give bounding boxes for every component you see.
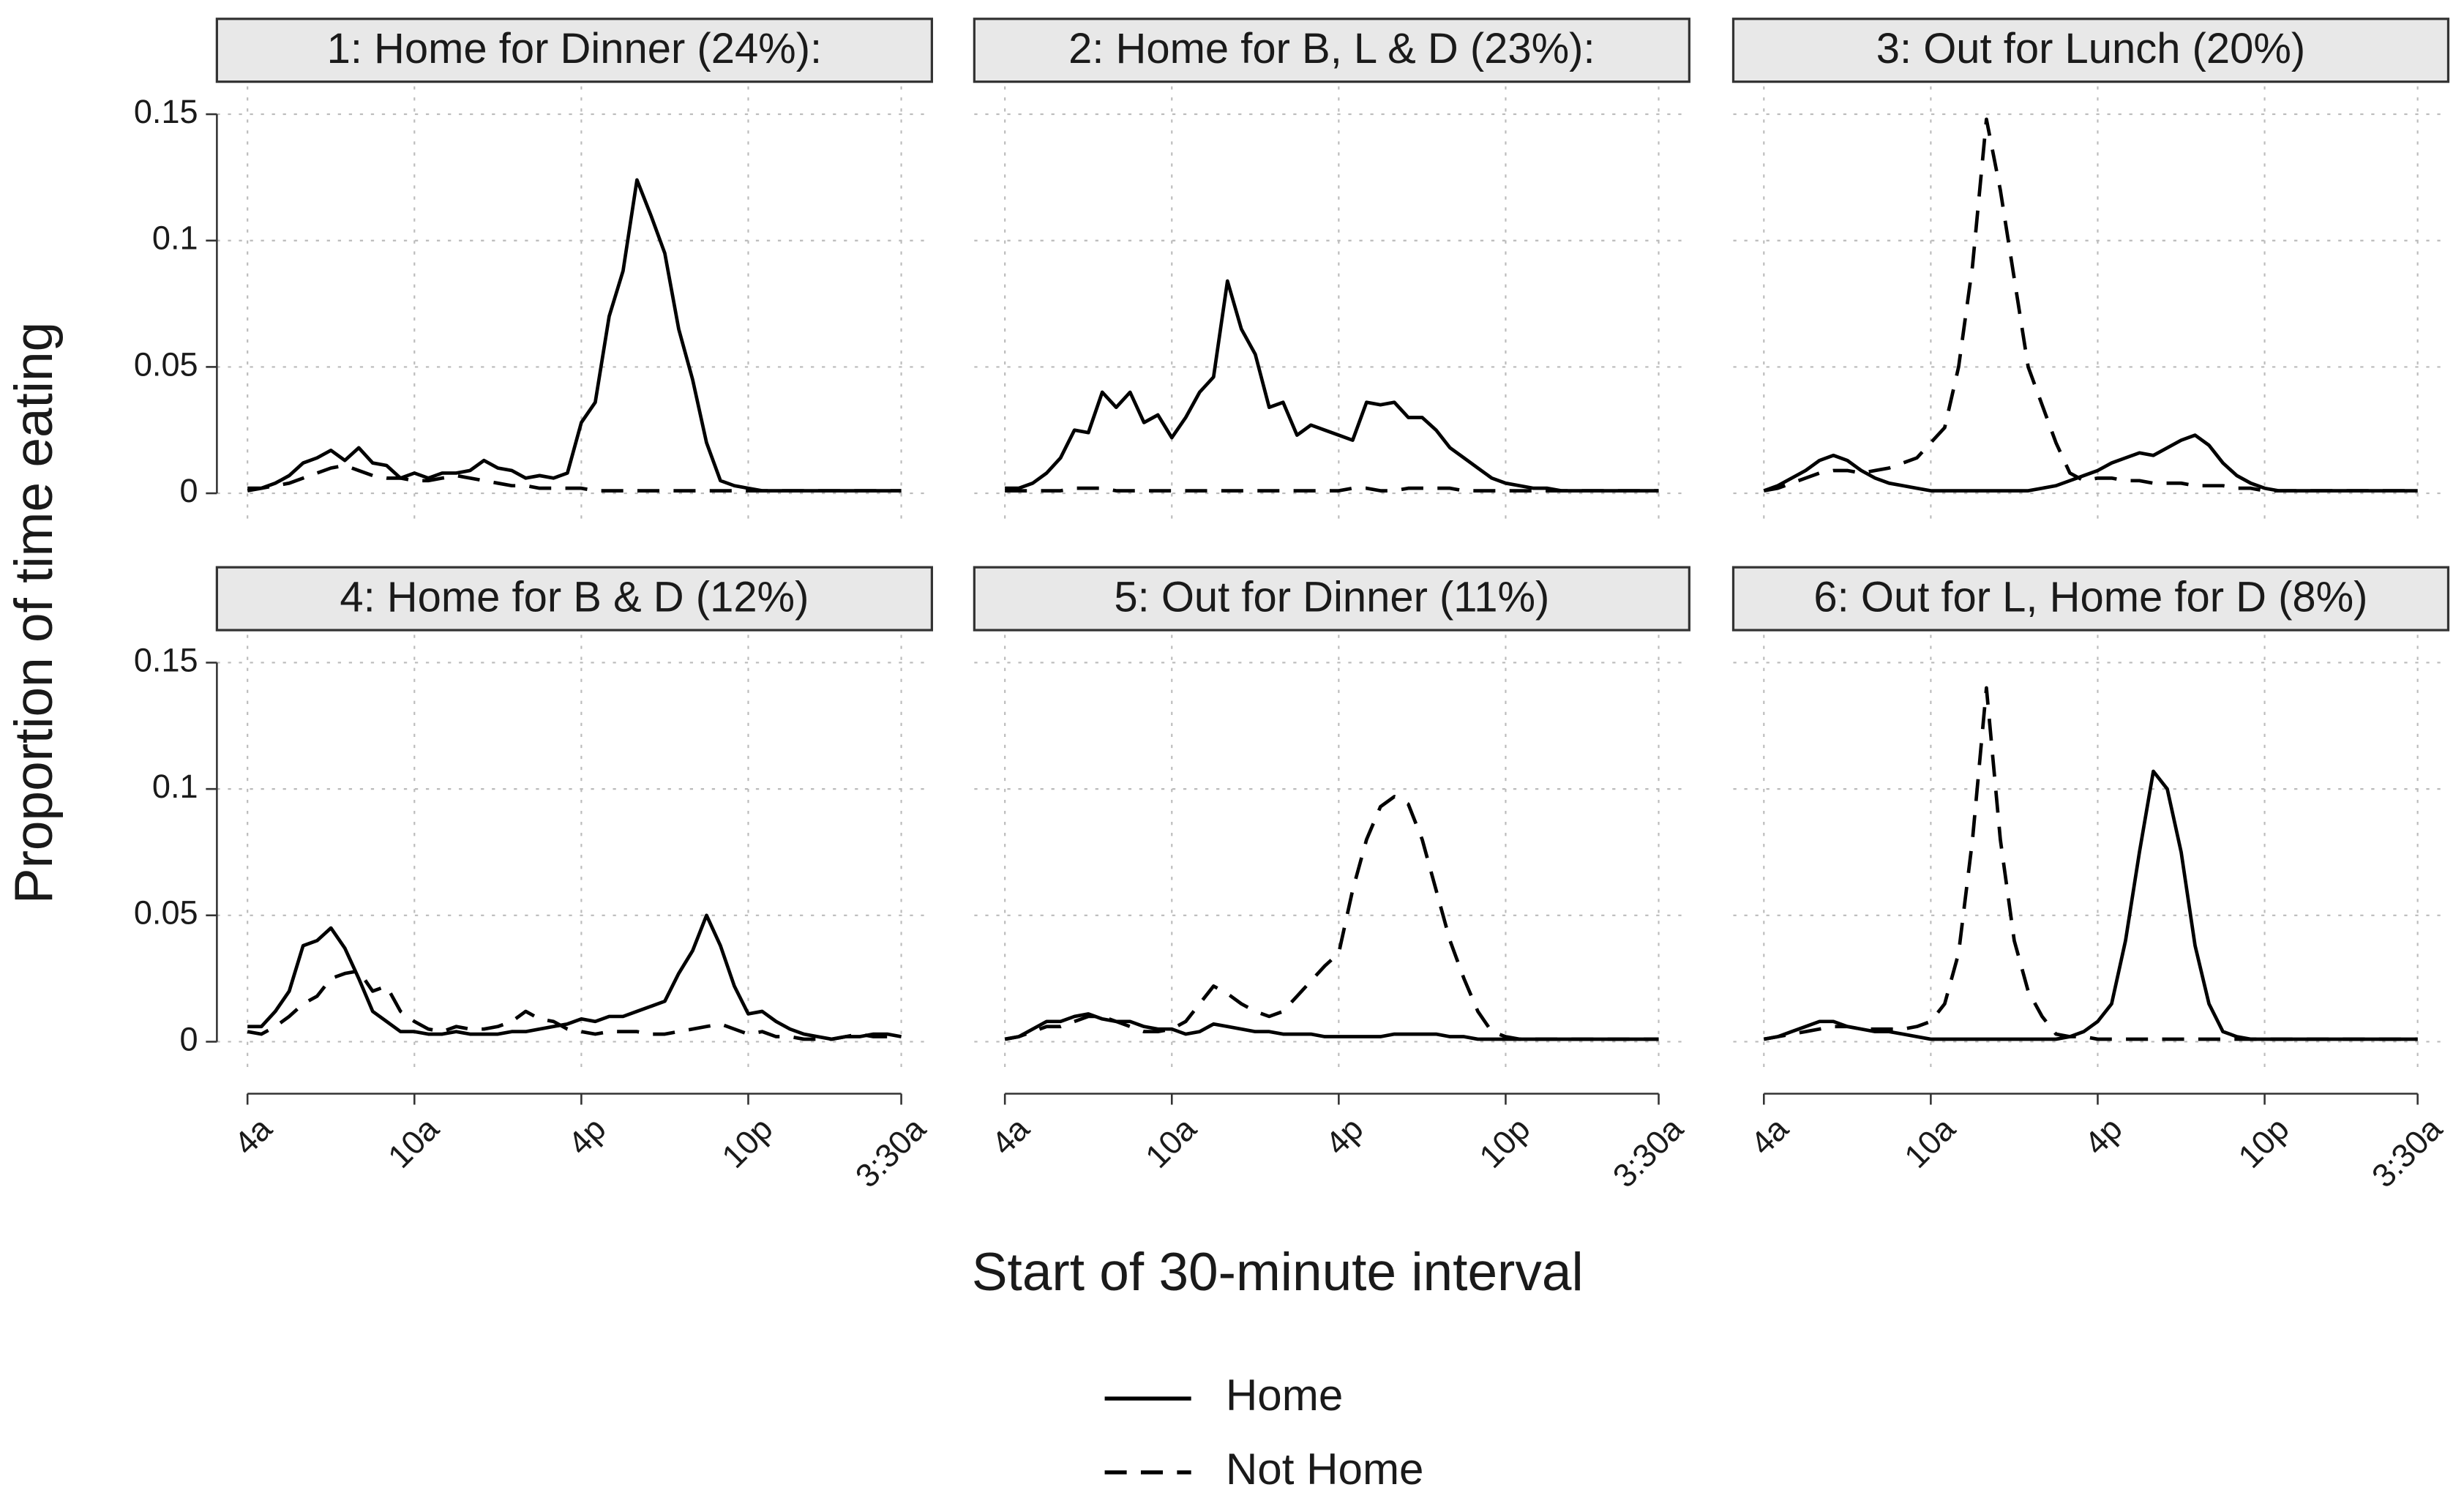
x-tick-label: 4a: [1743, 1109, 1796, 1162]
strip: [973, 18, 1690, 83]
panel-title: 4: Home for B & D (12%): [340, 574, 809, 621]
series-line: [1004, 1012, 1659, 1041]
legend-label: Not Home: [1226, 1445, 1424, 1494]
legend-label: Home: [1226, 1371, 1343, 1420]
y-tick-label: 0: [180, 1020, 198, 1057]
strip: [215, 566, 933, 632]
y-tick-label: 0.15: [134, 641, 198, 678]
panel-title: 3: Out for Lunch (20%): [1876, 26, 2305, 72]
series-line: [1005, 279, 1659, 493]
y-tick-label: 0.1: [152, 768, 198, 805]
series-line: [247, 178, 902, 493]
series-line: [247, 913, 902, 1041]
strip: [1731, 18, 2450, 83]
x-tick-label: 10a: [1897, 1109, 1963, 1175]
strip: [215, 18, 933, 83]
series-line: [247, 969, 902, 1041]
y-axis-title: Proportion of time eating: [4, 322, 64, 904]
series-line: [1763, 433, 2418, 493]
x-tick-label: 3:30a: [1606, 1109, 1690, 1194]
y-tick-label: 0: [180, 472, 198, 509]
x-axis-title: Start of 30-minute interval: [972, 1243, 1584, 1302]
series-line: [1004, 795, 1659, 1041]
panel-title: 1: Home for Dinner (24%):: [327, 26, 823, 72]
panel-title: 6: Out for L, Home for D (8%): [1813, 574, 2367, 621]
x-tick-label: 4a: [227, 1109, 280, 1162]
x-tick-label: 4p: [1318, 1110, 1371, 1163]
x-tick-label: 10a: [381, 1109, 446, 1175]
panel-title: 5: Out for Dinner (11%): [1114, 574, 1549, 621]
y-tick-label: 0.05: [134, 345, 198, 383]
y-tick-label: 0.15: [134, 93, 198, 130]
strip: [1731, 566, 2450, 632]
y-tick-label: 0.05: [134, 894, 198, 932]
series-line: [1763, 686, 2418, 1041]
x-tick-label: 3:30a: [848, 1109, 933, 1194]
x-tick-label: 4p: [561, 1110, 613, 1163]
x-tick-label: 4p: [2077, 1110, 2130, 1163]
series-line: [1763, 769, 2418, 1041]
series-line: [247, 463, 902, 493]
strip: [973, 566, 1690, 632]
panel-title: 2: Home for B, L & D (23%):: [1068, 26, 1595, 72]
x-tick-label: 10p: [1472, 1110, 1537, 1175]
y-tick-label: 0.1: [152, 220, 198, 257]
x-tick-label: 10a: [1138, 1109, 1204, 1175]
series-line: [1763, 117, 2418, 493]
x-tick-label: 3:30a: [2364, 1109, 2449, 1194]
x-tick-label: 4a: [984, 1109, 1037, 1162]
series-line: [1005, 486, 1659, 493]
x-tick-label: 10p: [714, 1110, 779, 1175]
x-tick-label: 10p: [2231, 1110, 2296, 1175]
